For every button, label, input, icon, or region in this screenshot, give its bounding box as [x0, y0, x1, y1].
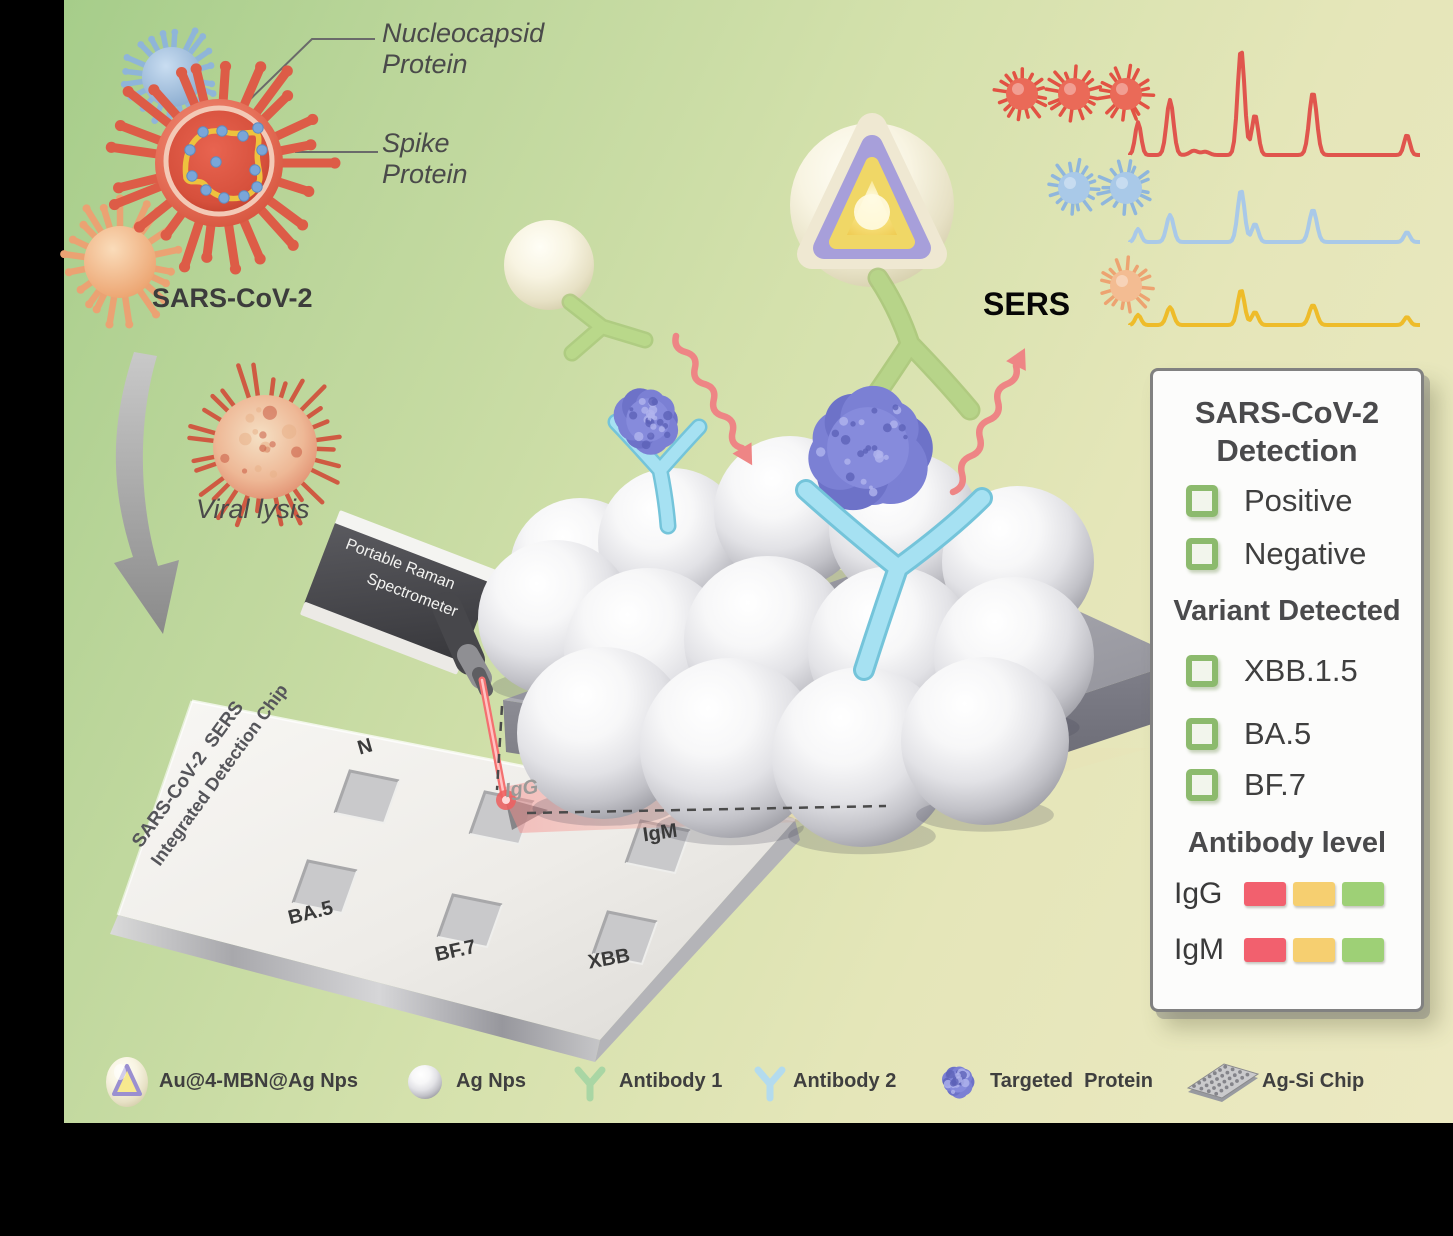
- nucleocapsid-beads: [184, 122, 268, 204]
- option-negative-label: Negative: [1244, 536, 1367, 571]
- legend-label-ag-nps: Ag Nps: [456, 1070, 526, 1092]
- ag-np-icon: [408, 1065, 442, 1099]
- laser-beam: [478, 676, 516, 810]
- sers-detection-chip: [110, 699, 800, 1062]
- ag-si-chip-icon: [1186, 1063, 1260, 1102]
- chip-well-label-igg: IgG: [503, 775, 540, 803]
- legend-label-au-mbn-ag-nps: Au@4-MBN@Ag Nps: [159, 1070, 358, 1092]
- checkbox-bf7[interactable]: [1186, 769, 1218, 801]
- magnification-dashes: [495, 705, 887, 815]
- variant-detected-heading: Variant Detected: [1173, 595, 1401, 627]
- antibody2-big: [795, 479, 993, 681]
- igm-level-bar-low: [1244, 938, 1286, 962]
- igg-level-bar-high: [1342, 882, 1384, 906]
- variant-xbb15-label: XBB.1.5: [1244, 653, 1358, 688]
- free-au-mbn-ag-np: [504, 220, 594, 310]
- spike-protein-label: Spike Protein: [382, 128, 468, 189]
- nanoparticle-cutaway: [797, 113, 947, 269]
- virus-shell-rim: [163, 105, 275, 217]
- viral-lysis-label: Viral lysis: [196, 494, 310, 524]
- variant-bf7-label: BF.7: [1244, 767, 1307, 802]
- variant-ba5-label: BA.5: [1244, 716, 1312, 751]
- antibody1-free: [561, 293, 654, 362]
- au-mbn-ag-np-icon: [106, 1057, 148, 1107]
- legend-label-targeted-protein: Targeted Protein: [990, 1070, 1153, 1092]
- panel-title-line1: SARS-CoV-2: [1194, 395, 1380, 430]
- sars-cov-2-label: SARS-CoV-2: [152, 283, 313, 313]
- igm-level-label: IgM: [1174, 933, 1225, 966]
- antibody-level-heading: Antibody level: [1187, 827, 1387, 859]
- igg-level-bar-low: [1244, 882, 1286, 906]
- legend-label-antibody2: Antibody 2: [793, 1070, 897, 1092]
- checkbox-negative[interactable]: [1186, 538, 1218, 570]
- igm-level-bar-mid: [1293, 938, 1335, 962]
- legend-label-antibody1: Antibody 1: [619, 1070, 723, 1092]
- antibody1-icon: [574, 1066, 606, 1102]
- antibody2-icon: [754, 1066, 786, 1102]
- igm-level-bar-high: [1342, 938, 1384, 962]
- option-positive-label: Positive: [1244, 483, 1353, 518]
- lysed-virus-icon: [187, 362, 342, 528]
- sers-spectra: [1128, 50, 1420, 327]
- panel-title-line2: Detection: [1216, 433, 1358, 468]
- detection-panel: SARS-CoV-2 Detection Positive Negative V…: [1150, 368, 1424, 1012]
- checkbox-xbb15[interactable]: [1186, 655, 1218, 687]
- sers-label: SERS: [983, 286, 1071, 322]
- chip-well-label-igm: IgM: [641, 819, 679, 847]
- legend-label-ag-si-chip: Ag-Si Chip: [1262, 1070, 1365, 1092]
- nucleocapsid-protein-label: Nucleocapsid Protein: [382, 18, 545, 79]
- targeted-protein-big: [808, 385, 933, 511]
- ag-nanoparticle-array: [478, 436, 1094, 855]
- igg-level-bar-mid: [1293, 882, 1335, 906]
- raman-excitation-arrows: [672, 332, 1026, 496]
- nucleocapsid-pointer-line: [232, 38, 375, 117]
- antibody1-big: [847, 267, 981, 431]
- spectra-virus-icons: [992, 63, 1156, 314]
- igg-level-label: IgG: [1174, 877, 1223, 910]
- viral-lysis-arrow: [114, 352, 179, 634]
- targeted-protein-small: [613, 388, 679, 455]
- checkbox-ba5[interactable]: [1186, 718, 1218, 750]
- checkbox-positive[interactable]: [1186, 485, 1218, 517]
- targeted-protein-icon: [941, 1066, 975, 1099]
